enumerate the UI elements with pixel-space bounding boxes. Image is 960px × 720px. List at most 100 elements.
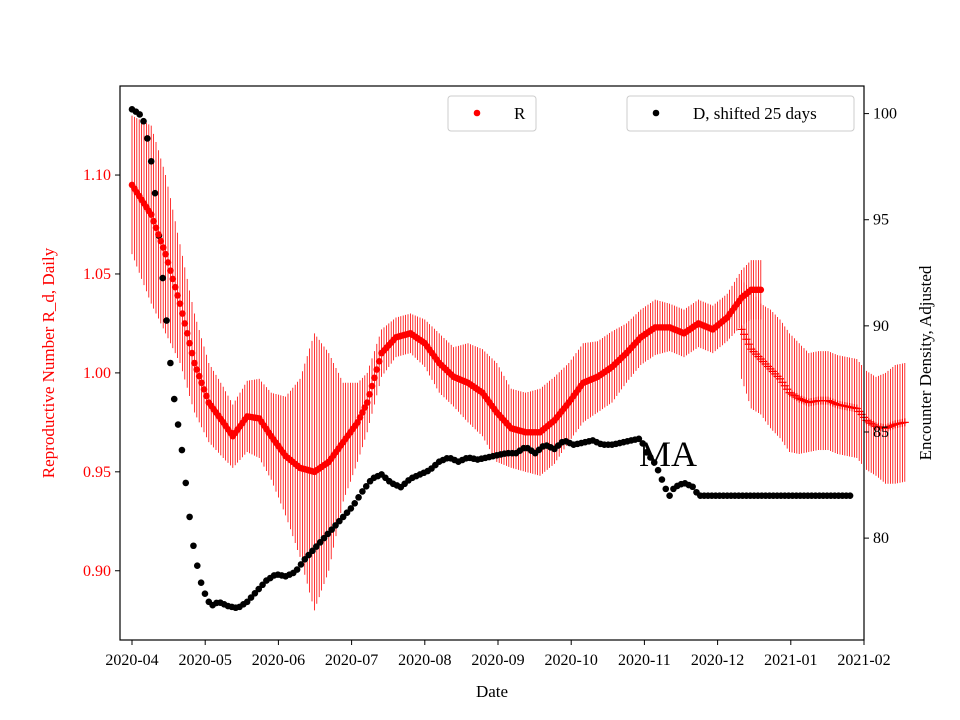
legend-r-marker bbox=[473, 109, 481, 117]
x-tick-label: 2021-01 bbox=[764, 652, 817, 669]
legend-r-label: R bbox=[514, 104, 526, 123]
r-ext-point bbox=[744, 340, 753, 349]
r-point bbox=[150, 217, 157, 225]
r-point bbox=[193, 366, 201, 373]
d-point bbox=[259, 581, 266, 589]
legend-d-marker bbox=[652, 109, 660, 117]
x-tick-label: 2020-12 bbox=[691, 652, 744, 669]
r-ext-point bbox=[900, 418, 909, 427]
r-point bbox=[368, 382, 376, 390]
r-ext-point bbox=[740, 330, 748, 339]
d-point bbox=[305, 551, 312, 559]
d-point bbox=[355, 494, 362, 501]
r-point bbox=[157, 237, 165, 245]
r-point bbox=[359, 409, 366, 416]
r-point bbox=[373, 366, 381, 373]
d-point bbox=[666, 492, 673, 499]
plot-frame bbox=[119, 85, 865, 641]
left-tick-label: 0.90 bbox=[83, 563, 111, 580]
d-point bbox=[362, 483, 370, 490]
r-point bbox=[191, 359, 198, 367]
d-point bbox=[182, 479, 190, 487]
r-point bbox=[181, 320, 189, 327]
r-point bbox=[366, 391, 373, 398]
d-point bbox=[846, 492, 854, 499]
r-point bbox=[147, 211, 155, 218]
d-point bbox=[186, 513, 193, 521]
d-point bbox=[316, 539, 324, 546]
r-point bbox=[167, 267, 174, 274]
d-point bbox=[639, 440, 647, 447]
d-point bbox=[309, 547, 316, 555]
d-point bbox=[243, 598, 251, 606]
x-axis-title: Date bbox=[476, 682, 508, 701]
r-ext-point bbox=[742, 335, 751, 344]
r-point bbox=[198, 379, 205, 387]
x-tick-label: 2020-09 bbox=[471, 652, 524, 669]
r-point bbox=[164, 259, 172, 266]
r-point bbox=[354, 419, 361, 426]
d-point bbox=[320, 534, 328, 542]
x-tick-label: 2020-06 bbox=[252, 652, 305, 669]
right-tick-label: 100 bbox=[873, 106, 897, 123]
r-point bbox=[186, 339, 193, 347]
d-point bbox=[255, 585, 263, 593]
legend-d: D, shifted 25 days bbox=[626, 95, 855, 132]
r-point bbox=[179, 310, 186, 317]
d-point bbox=[201, 590, 209, 598]
r-point bbox=[176, 300, 184, 307]
legend-d-label: D, shifted 25 days bbox=[693, 104, 817, 123]
r-point bbox=[195, 372, 203, 380]
r-series bbox=[128, 181, 909, 476]
d-point bbox=[336, 517, 343, 525]
d-point bbox=[339, 513, 347, 521]
right-y-axis-title: Encounter Density, Adjusted bbox=[916, 265, 935, 460]
state-annotation: MA bbox=[639, 434, 697, 474]
d-point bbox=[359, 488, 366, 495]
x-tick-label: 2020-04 bbox=[105, 652, 158, 669]
d-point bbox=[635, 435, 643, 443]
right-tick-label: 80 bbox=[873, 530, 889, 547]
r-point bbox=[169, 275, 177, 283]
d-point bbox=[293, 566, 301, 573]
d-point bbox=[654, 466, 662, 474]
r-point bbox=[174, 292, 181, 299]
r-point bbox=[152, 224, 160, 232]
r-point bbox=[371, 374, 378, 382]
d-point bbox=[324, 530, 332, 538]
d-point bbox=[313, 543, 320, 550]
left-tick-label: 0.95 bbox=[83, 464, 111, 481]
legend-r-frame bbox=[447, 95, 537, 132]
d-point bbox=[301, 556, 309, 563]
d-point bbox=[689, 483, 696, 491]
d-point bbox=[136, 111, 143, 118]
right-tick-label: 95 bbox=[873, 212, 889, 229]
r-point bbox=[356, 414, 364, 421]
d-point bbox=[332, 522, 339, 529]
r-point bbox=[155, 231, 162, 238]
legend-d-frame bbox=[626, 95, 855, 132]
d-point bbox=[251, 590, 259, 597]
r-point bbox=[375, 358, 383, 365]
left-tick-label: 1.10 bbox=[83, 167, 111, 184]
d-point bbox=[167, 359, 174, 367]
d-point bbox=[643, 449, 650, 456]
d-point bbox=[328, 526, 335, 533]
d-point bbox=[140, 117, 147, 125]
r-point bbox=[361, 404, 369, 411]
d-point bbox=[343, 509, 351, 516]
d-point bbox=[190, 542, 197, 550]
x-tick-label: 2021-02 bbox=[837, 652, 890, 669]
right-tick-label: 90 bbox=[873, 318, 889, 335]
d-point bbox=[347, 505, 355, 512]
r-point bbox=[162, 250, 169, 258]
r-point bbox=[171, 283, 179, 291]
r-point bbox=[159, 244, 167, 251]
r-point bbox=[188, 349, 196, 357]
d-point bbox=[650, 459, 658, 466]
legend-r: R bbox=[447, 95, 537, 132]
r-point bbox=[757, 286, 765, 294]
d-point bbox=[662, 485, 670, 493]
d-series bbox=[128, 106, 854, 612]
